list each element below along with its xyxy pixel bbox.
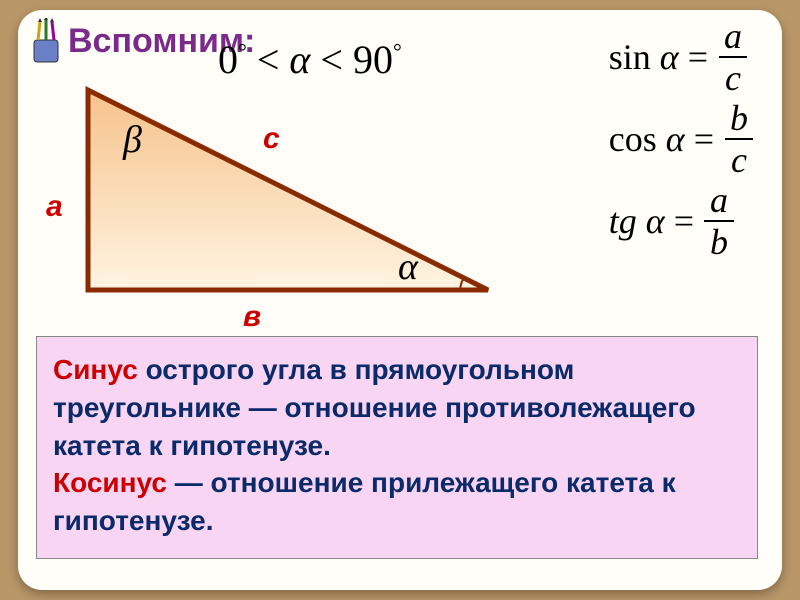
cos-formula: cos α = b c xyxy=(609,100,754,178)
triangle-svg xyxy=(68,80,508,310)
tg-den: b xyxy=(704,220,734,260)
cos-den: c xyxy=(725,138,753,178)
sin-text: sin xyxy=(609,37,651,77)
lt2: < xyxy=(320,37,343,82)
sin-eq: = xyxy=(688,37,708,77)
range-alpha: α xyxy=(289,37,310,82)
side-c-label: с xyxy=(263,122,280,156)
cos-text: cos xyxy=(609,119,657,159)
angle-range: 0° < α < 90° xyxy=(218,36,402,83)
deg-symbol-2: ° xyxy=(393,39,402,64)
lt1: < xyxy=(257,37,280,82)
cos-eq: = xyxy=(694,119,714,159)
range-low: 0 xyxy=(218,37,238,82)
side-b-label: в xyxy=(243,300,261,334)
sin-den: c xyxy=(719,56,747,96)
range-high: 90 xyxy=(353,37,393,82)
tg-eq: = xyxy=(674,201,694,241)
content-card: Вспомним: 0° < α < 90° sin α = a c cos α… xyxy=(18,10,782,590)
angle-alpha-label: α xyxy=(398,245,418,289)
tg-fraction: a b xyxy=(704,182,734,260)
sine-definition: острого угла в прямоугольном треугольник… xyxy=(53,354,696,461)
triangle-diagram: а с в β α xyxy=(68,80,508,320)
trig-formulas: sin α = a c cos α = b c tg α = a b xyxy=(609,18,754,264)
cos-num: b xyxy=(724,100,754,138)
sin-formula: sin α = a c xyxy=(609,18,754,96)
sin-alpha: α xyxy=(660,37,679,77)
sine-term: Синус xyxy=(53,354,138,385)
definitions-box: Синус острого угла в прямоугольном треуг… xyxy=(36,336,758,559)
tg-text: tg xyxy=(609,201,637,241)
cosine-term: Косинус xyxy=(53,467,167,498)
angle-beta-label: β xyxy=(123,118,142,162)
tg-alpha: α xyxy=(646,201,665,241)
sin-num: a xyxy=(718,18,748,56)
side-a-label: а xyxy=(46,190,63,224)
cos-fraction: b c xyxy=(724,100,754,178)
tg-num: a xyxy=(704,182,734,220)
sin-fraction: a c xyxy=(718,18,748,96)
pencil-cup-icon xyxy=(26,18,66,66)
tg-formula: tg α = a b xyxy=(609,182,754,260)
cos-alpha: α xyxy=(666,119,685,159)
triangle-shape xyxy=(88,90,488,290)
deg-symbol: ° xyxy=(238,39,247,64)
